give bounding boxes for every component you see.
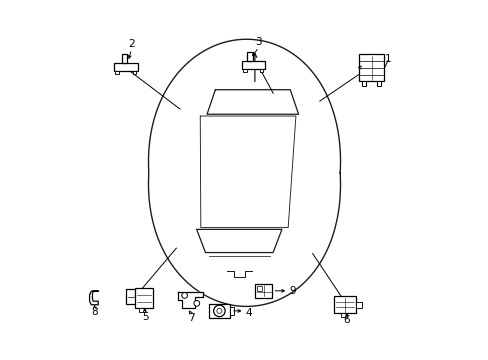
- Text: 5: 5: [142, 312, 148, 322]
- Text: 8: 8: [91, 307, 98, 317]
- Bar: [243, 69, 246, 72]
- Text: 7: 7: [188, 313, 194, 323]
- Bar: [126, 289, 136, 304]
- Bar: [259, 69, 263, 72]
- Polygon shape: [178, 292, 202, 308]
- Bar: [362, 81, 366, 86]
- Circle shape: [217, 309, 222, 314]
- Bar: [122, 54, 127, 63]
- Bar: [333, 296, 355, 314]
- Bar: [340, 314, 346, 317]
- Bar: [132, 71, 136, 74]
- Bar: [115, 71, 119, 74]
- Bar: [139, 308, 144, 312]
- Bar: [359, 54, 384, 81]
- Bar: [355, 302, 362, 308]
- Bar: [230, 307, 234, 315]
- Bar: [135, 288, 153, 308]
- Circle shape: [213, 305, 224, 317]
- Bar: [376, 81, 381, 86]
- Bar: [208, 304, 230, 318]
- Bar: [255, 284, 272, 298]
- Circle shape: [182, 293, 187, 298]
- Text: 9: 9: [288, 286, 295, 296]
- Text: 2: 2: [128, 40, 135, 49]
- Text: 6: 6: [343, 315, 349, 325]
- Text: 3: 3: [255, 37, 262, 47]
- Bar: [246, 52, 252, 61]
- Circle shape: [194, 301, 199, 306]
- Text: 4: 4: [244, 308, 251, 318]
- Bar: [257, 285, 262, 291]
- Bar: [241, 61, 264, 69]
- Bar: [113, 63, 138, 71]
- Text: 1: 1: [384, 54, 390, 64]
